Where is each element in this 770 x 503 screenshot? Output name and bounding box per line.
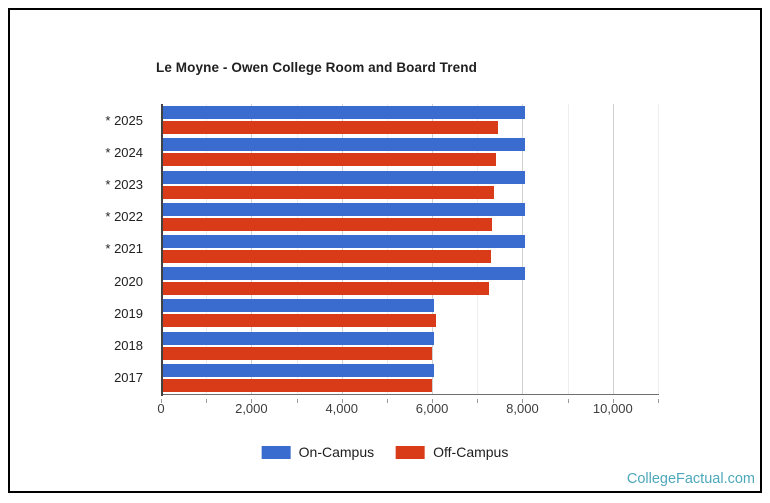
bar-group-2022 [161,201,658,233]
y-axis-label-2023: * 2023 [105,177,143,193]
x-axis-label: 0 [157,401,165,416]
x-axis-tick [522,399,524,403]
bar-on-campus-2018 [161,331,435,345]
bar-on-campus-2024 [161,138,525,152]
bar-off-campus-2024 [161,153,496,167]
gridline [251,104,253,394]
x-axis-tick [206,399,208,403]
bar-group-2023 [161,168,658,200]
x-axis-label: 2,000 [235,401,268,416]
x-axis-line [161,394,659,395]
bar-group-2017 [161,362,658,394]
bar-off-campus-2017 [161,378,433,392]
bar-group-2021 [161,233,658,265]
bar-off-campus-2022 [161,217,493,231]
gridline [522,104,524,394]
gridline [477,104,479,394]
bar-group-2024 [161,136,658,168]
legend-label-on-campus: On-Campus [298,444,375,460]
bar-on-campus-2021 [161,234,525,248]
gridline [658,104,659,394]
y-axis-label-2020: 2020 [114,273,143,289]
x-axis-tick [386,399,388,403]
bar-off-campus-2018 [161,346,433,360]
x-axis-label: 4,000 [325,401,358,416]
bar-on-campus-2025 [161,106,525,120]
legend-swatch-on-campus [261,445,291,459]
x-axis-tick [341,399,343,403]
x-axis-tick [161,399,162,403]
x-axis-tick [296,399,298,403]
x-axis-tick [658,399,659,403]
gridline [612,104,614,394]
y-axis-label-2019: 2019 [114,305,143,321]
x-axis-label: 6,000 [415,401,449,416]
watermark-link[interactable]: CollegeFactual.com [626,471,755,487]
bar-on-campus-2020 [161,267,525,281]
bar-group-2020 [161,265,658,297]
gridline [432,104,434,394]
bar-group-2018 [161,330,658,362]
plot-area [161,104,659,403]
x-axis-tick [567,399,569,403]
x-axis-tick [251,399,253,403]
gridline [296,104,298,394]
x-axis-label: 8,000 [506,401,539,416]
bar-off-campus-2020 [161,282,490,296]
y-axis-labels: * 2025 * 2024 * 2023 * 2022 * 2021 2020 2019 20… [52,104,152,394]
bar-off-campus-2021 [161,249,492,263]
bar-rows [161,104,658,394]
bar-off-campus-2023 [161,185,495,199]
gridline [341,104,343,394]
gridline [206,104,208,394]
y-axis-label-2018: 2018 [114,338,143,354]
x-axis-labels: 0 2,000 4,000 6,000 8,000 10,000 [157,401,658,417]
bar-group-2025 [161,104,658,136]
bar-on-campus-2017 [161,363,435,377]
legend-label-off-campus: Off-Campus [433,444,509,460]
bar-off-campus-2025 [161,121,498,135]
x-axis-tick [477,399,479,403]
y-axis-baseline [161,104,163,396]
bar-group-2019 [161,297,658,329]
bar-on-campus-2022 [161,202,525,216]
y-axis-label-2017: 2017 [114,370,143,386]
bar-off-campus-2019 [161,314,437,328]
y-axis-label-2025: * 2025 [105,112,143,128]
x-axis-label: 10,000 [592,401,633,416]
x-axis-tick [432,399,434,403]
gridline [567,104,569,394]
gridline [386,104,388,394]
y-axis-label-2024: * 2024 [105,144,143,160]
y-axis-label-2021: * 2021 [105,241,143,257]
x-axis-tick [612,399,614,403]
y-axis-label-2022: * 2022 [105,209,143,225]
bar-on-campus-2019 [161,299,435,313]
chart-title: Le Moyne - Owen College Room and Board T… [156,60,477,75]
legend-item-on-campus: On-Campus [261,444,375,460]
legend-item-off-campus: Off-Campus [396,444,508,460]
bar-on-campus-2023 [161,170,525,184]
legend-swatch-off-campus [396,445,426,459]
legend: On-Campus Off-Campus [261,444,508,460]
